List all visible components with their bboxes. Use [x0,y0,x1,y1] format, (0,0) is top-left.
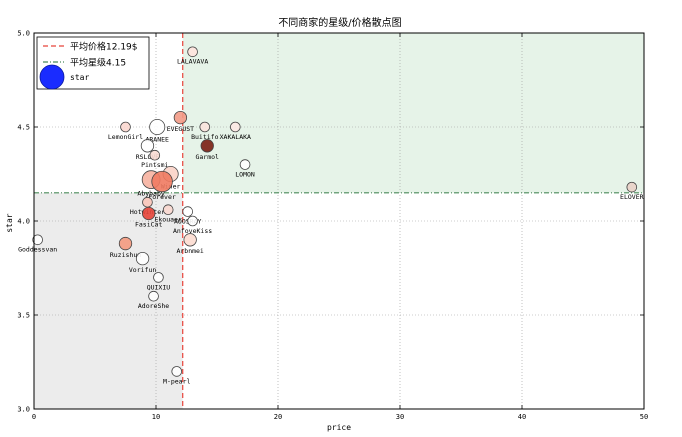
lower-left-region [34,192,183,409]
legend: 平均价格12.19$ 平均星级4.15 star [36,36,150,90]
data-point-label: ELOVER [620,193,644,201]
data-point-label: AdoreShe [138,302,169,310]
x-tick-label: 10 [152,413,160,421]
data-point [151,170,173,193]
data-point-label: Vorifun [129,266,156,274]
data-point-label: Ekouaer [154,216,181,224]
data-point [120,121,131,133]
data-point-label: FasiCat [135,221,162,229]
data-point [32,234,43,246]
data-point-label: XAKALAKA [220,133,251,141]
data-point-label: Garmol [195,153,219,161]
data-point-label: M-pearl [163,377,190,385]
data-point-label: RSLOVE [136,153,160,161]
data-point-label: Buitifo [191,133,218,141]
data-point-label: QUIXIU [147,283,171,291]
upper-right-region [182,33,644,193]
data-point [149,149,161,161]
y-axis-label: star [5,213,14,232]
y-tick-label: 5.0 [17,30,30,38]
y-tick-label: 4.0 [17,218,30,226]
data-point [199,121,211,133]
data-point-label: AnfoveKiss [173,227,212,235]
legend-points-label: star [70,73,89,82]
x-tick-label: 20 [274,413,282,421]
y-tick-label: 3.0 [17,406,30,414]
data-point [149,119,166,136]
data-point [626,181,638,193]
data-point [187,215,198,227]
data-point-label: Abybaby [137,190,164,198]
legend-price-line-label: 平均价格12.19$ [70,41,138,53]
data-point-label: Pintsmi [141,161,168,169]
x-tick-label: 30 [396,413,404,421]
data-point [200,139,214,153]
y-tick-label: 3.5 [17,312,30,320]
data-point [162,204,174,216]
x-tick-label: 50 [640,413,648,421]
data-point [173,110,188,125]
data-point-label: LemonGirl [108,133,143,141]
data-point-label: Forever [148,193,175,201]
data-point-label: LOMON [235,171,255,179]
data-point [142,206,156,221]
data-point [182,206,194,217]
x-axis-label: price [327,423,351,432]
data-point [135,251,150,266]
data-point [187,46,198,58]
legend-star-line-label: 平均星级4.15 [70,57,126,69]
data-point-label: Arbnmei [176,247,203,255]
data-point [142,196,153,208]
chart-title: 不同商家的星级/价格散点图 [278,16,401,29]
data-point-label: EVEGUST [167,125,194,133]
data-point [171,366,183,377]
data-point-label: LALAVAVA [177,58,208,66]
data-point-label: ARANEE [145,136,169,144]
data-point-label: Ruzishun [110,251,141,259]
data-point [148,290,159,302]
data-point [140,139,155,153]
data-point [183,233,197,247]
data-point [153,272,164,283]
x-tick-label: 40 [518,413,526,421]
data-point [239,159,251,170]
x-tick-label: 0 [32,413,36,421]
data-point [230,121,241,133]
y-tick-label: 4.5 [17,124,30,132]
data-point [118,236,133,251]
legend-points-marker [39,64,65,90]
data-point-label: Goddessvan [18,246,57,254]
